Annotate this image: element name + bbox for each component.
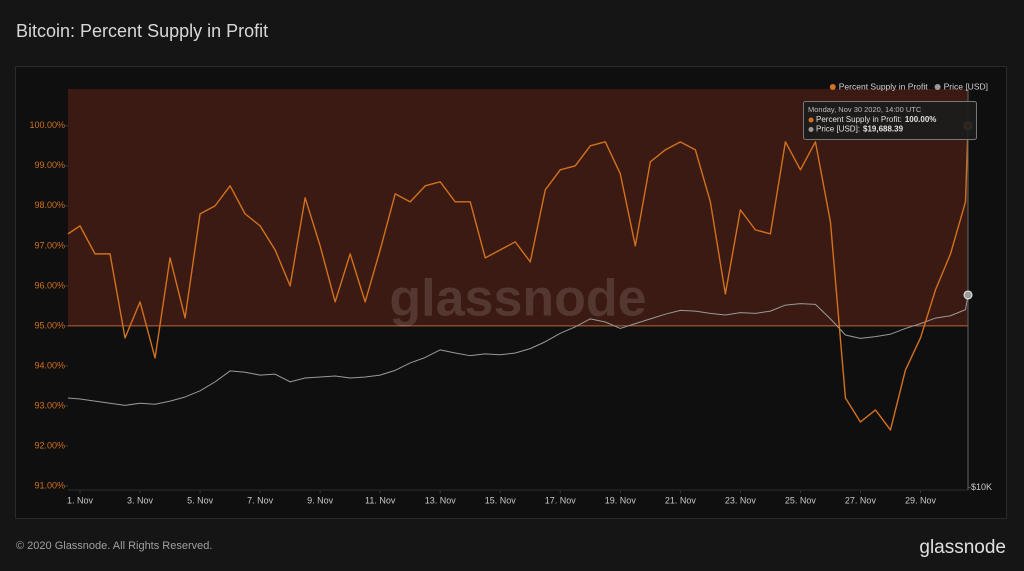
legend-label: Percent Supply in Profit: [839, 81, 928, 91]
legend-marker: [934, 84, 941, 90]
y-tick-label: 94.00%: [34, 360, 65, 370]
tooltip-item-label: Percent Supply in Profit:: [816, 115, 902, 124]
x-tick-label: 25. Nov: [785, 495, 817, 505]
y-tick-label: 92.00%: [34, 440, 65, 450]
y-tick-label: 95.00%: [34, 320, 65, 330]
footer: © 2020 Glassnode. All Rights Reserved.: [16, 540, 212, 552]
x-tick-label: 1. Nov: [67, 495, 94, 505]
y2-tick-label: $10K: [971, 482, 992, 492]
tooltip-marker: [808, 117, 814, 123]
y-tick-label: 98.00%: [34, 200, 65, 210]
series-line: [67, 125, 969, 431]
legend-marker: [829, 84, 836, 90]
y-tick-label: 91.00%: [34, 480, 65, 490]
x-tick-label: 19. Nov: [605, 495, 637, 505]
logo: glassnode: [919, 537, 1006, 558]
series-line: [67, 294, 969, 406]
x-tick-label: 9. Nov: [307, 495, 334, 505]
y-tick-label: 99.00%: [34, 160, 65, 170]
x-tick-label: 23. Nov: [725, 495, 757, 505]
x-tick-label: 17. Nov: [545, 495, 577, 505]
x-tick-label: 29. Nov: [905, 495, 937, 505]
x-tick-label: 5. Nov: [187, 495, 214, 505]
tooltip-label: Percent Supply in Profit: 100.00%: [816, 115, 936, 124]
x-tick-label: 13. Nov: [425, 495, 457, 505]
page-title: Bitcoin: Percent Supply in Profit: [16, 21, 268, 41]
x-tick-label: 3. Nov: [127, 495, 154, 505]
y-tick-label: 93.00%: [34, 400, 65, 410]
y-tick-label: 100.00%: [29, 120, 65, 130]
tooltip-box: [803, 101, 977, 140]
y-tick-label: 97.00%: [34, 240, 65, 250]
tooltip-item-value: 100.00%: [905, 115, 937, 124]
y-tick-label: 96.00%: [34, 280, 65, 290]
x-tick-label: 21. Nov: [665, 495, 697, 505]
legend-label: Price [USD]: [944, 81, 988, 91]
tooltip-item-label: Price [USD]:: [816, 125, 860, 134]
tooltip-date: Monday, Nov 30 2020, 14:00 UTC: [808, 105, 922, 114]
x-tick-label: 7. Nov: [247, 495, 274, 505]
x-tick-label: 11. Nov: [365, 495, 396, 505]
x-tick-label: 27. Nov: [845, 495, 877, 505]
hover-point: [963, 290, 973, 300]
x-tick-label: 15. Nov: [485, 495, 517, 505]
tooltip-marker: [808, 127, 814, 132]
tooltip-item-value: $19,688.39: [863, 125, 904, 134]
tooltip-label: Price [USD]: $19,688.39: [816, 125, 904, 134]
watermark: glassnode: [389, 270, 646, 328]
